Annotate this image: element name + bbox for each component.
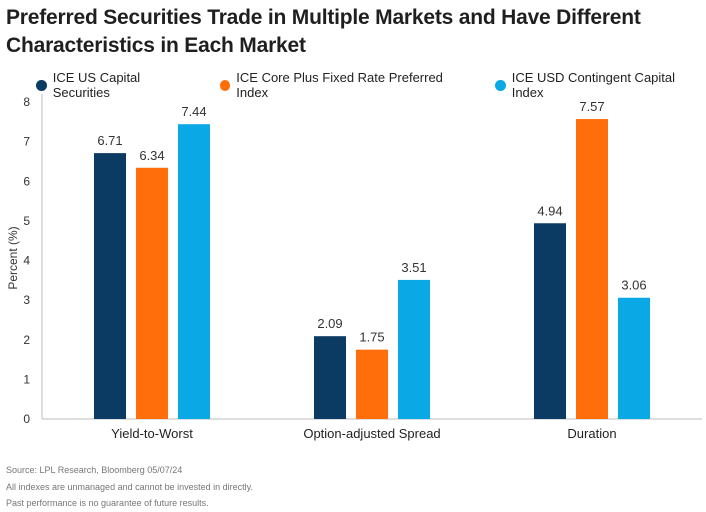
legend-item-series-2: ICE USD Contingent Capital Index	[494, 70, 706, 100]
bar-2-series-2	[618, 297, 650, 419]
y-tick-label-3: 3	[23, 293, 30, 307]
y-tick-label-4: 4	[23, 254, 30, 268]
bar-2-series-0	[534, 223, 566, 419]
bar-1-series-1	[356, 349, 388, 419]
x-tick-label-2: Duration	[567, 426, 616, 441]
x-tick-label-1: Option-adjusted Spread	[303, 426, 440, 441]
footnote-disclaimer: All indexes are unmanaged and cannot be …	[6, 482, 253, 492]
footnote-source: Source: LPL Research, Bloomberg 05/07/24	[6, 465, 183, 475]
chart-title: Preferred Securities Trade in Multiple M…	[6, 6, 641, 57]
y-tick-label-6: 6	[23, 174, 30, 188]
legend-swatch-series-2	[494, 79, 506, 91]
bar-0-series-2	[178, 124, 210, 419]
bar-2-series-1	[576, 119, 608, 419]
data-label-2-series-0: 4.94	[537, 203, 562, 218]
data-label-2-series-1: 7.57	[579, 99, 604, 114]
bar-1-series-2	[398, 279, 430, 419]
y-tick-label-8: 8	[23, 95, 30, 109]
bar-0-series-0	[94, 153, 126, 419]
data-label-1-series-2: 3.51	[401, 260, 426, 275]
legend: ICE US Capital Securities ICE Core Plus …	[36, 70, 706, 100]
data-label-0-series-0: 6.71	[97, 133, 122, 148]
data-label-0-series-2: 7.44	[181, 104, 206, 119]
y-tick-label-2: 2	[23, 333, 30, 347]
data-label-0-series-1: 6.34	[139, 148, 164, 163]
y-tick-label-5: 5	[23, 214, 30, 228]
footnote-performance: Past performance is no guarantee of futu…	[6, 498, 209, 508]
legend-label-series-2: ICE USD Contingent Capital Index	[511, 70, 676, 100]
legend-label-series-1: ICE Core Plus Fixed Rate Preferred Index	[236, 70, 443, 100]
bar-0-series-1	[136, 167, 168, 419]
data-label-2-series-2: 3.06	[621, 278, 646, 293]
y-tick-label-0: 0	[23, 412, 30, 426]
y-tick-label-1: 1	[23, 372, 30, 386]
data-label-1-series-0: 2.09	[317, 316, 342, 331]
legend-swatch-series-0	[36, 79, 47, 91]
legend-label-series-0: ICE US Capital Securities	[52, 70, 141, 100]
legend-item-series-0: ICE US Capital Securities	[36, 70, 198, 100]
legend-item-series-1: ICE Core Plus Fixed Rate Preferred Index	[219, 70, 473, 100]
data-label-1-series-1: 1.75	[359, 330, 384, 345]
legend-swatch-series-1	[219, 79, 231, 91]
x-tick-label-0: Yield-to-Worst	[111, 426, 193, 441]
y-tick-label-7: 7	[23, 135, 30, 149]
y-axis-label: Percent (%)	[6, 226, 20, 289]
bar-1-series-0	[314, 336, 346, 419]
